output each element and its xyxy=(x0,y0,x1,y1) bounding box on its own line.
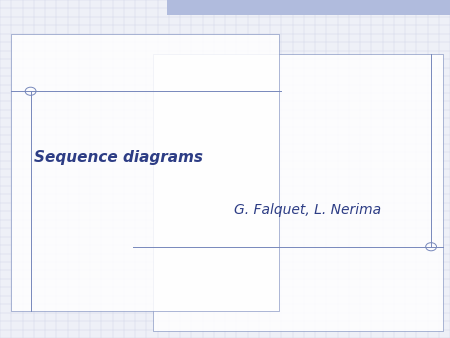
Text: Sequence diagrams: Sequence diagrams xyxy=(34,150,203,165)
Bar xyxy=(153,54,443,331)
Bar xyxy=(166,0,450,15)
Bar xyxy=(11,34,279,311)
Text: G. Falquet, L. Nerima: G. Falquet, L. Nerima xyxy=(234,202,381,217)
